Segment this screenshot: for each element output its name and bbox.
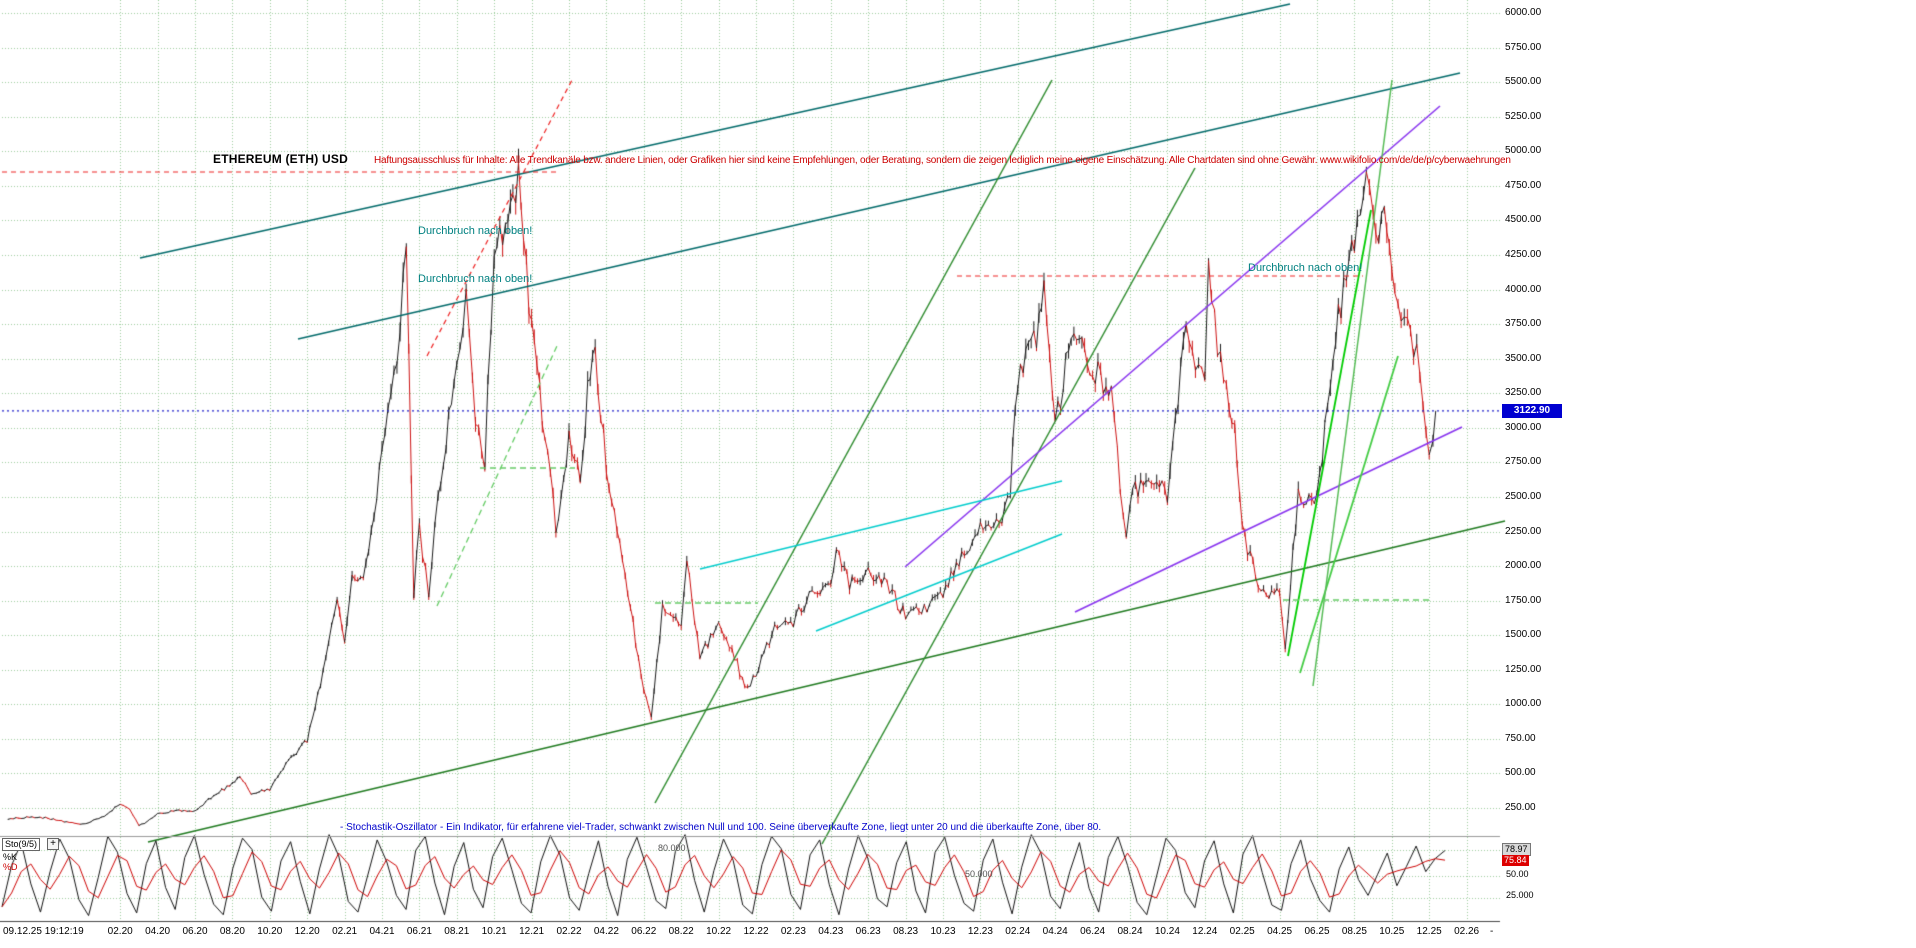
- x-axis-label: 10.22: [706, 926, 732, 937]
- x-axis-label: 08.23: [893, 926, 919, 937]
- y-axis-label: 3500.00: [1505, 352, 1542, 364]
- x-axis-label: 06.22: [631, 926, 657, 937]
- x-axis-label: 12.23: [967, 926, 993, 937]
- x-axis-label: 08.22: [668, 926, 694, 937]
- current-price-tag: 3122.90: [1502, 404, 1562, 418]
- disclaimer-text: Haftungsausschluss für Inhalte: Alle Tre…: [374, 155, 1511, 166]
- y-axis-label: 5500.00: [1505, 76, 1542, 88]
- x-axis-label: 06.25: [1304, 926, 1330, 937]
- y-axis-label: 2750.00: [1505, 456, 1542, 468]
- sto-d-value-tag: 75.84: [1502, 855, 1529, 866]
- sto-level-50-label: 50.000: [965, 869, 993, 879]
- y-axis-label: 2000.00: [1505, 560, 1542, 572]
- x-axis-label: 04.21: [369, 926, 395, 937]
- x-axis-label: 02.25: [1229, 926, 1255, 937]
- x-axis-label: 02.21: [332, 926, 358, 937]
- y-axis-label: 1250.00: [1505, 663, 1542, 675]
- x-axis-label: 12.24: [1192, 926, 1218, 937]
- x-axis-label: 08.21: [444, 926, 470, 937]
- x-axis-label: 10.21: [481, 926, 507, 937]
- chart-title: ETHEREUM (ETH) USD: [213, 152, 348, 166]
- sto-level-80-label: 80.000: [658, 843, 686, 853]
- y-axis-label: 3250.00: [1505, 387, 1542, 399]
- x-axis-label: 04.24: [1042, 926, 1068, 937]
- sto-indicator-label[interactable]: Sto(9/5): [2, 838, 41, 851]
- x-axis-label: 04.23: [818, 926, 844, 937]
- y-axis-label: 1500.00: [1505, 629, 1542, 641]
- y-axis-label: 750.00: [1505, 732, 1536, 744]
- y-axis-label: 2500.00: [1505, 490, 1542, 502]
- x-axis-label: 08.20: [219, 926, 245, 937]
- sto-k-value-tag: 78.97: [1502, 843, 1531, 856]
- y-axis-label: 3750.00: [1505, 318, 1542, 330]
- y-axis-label: 500.00: [1505, 767, 1536, 779]
- x-axis-label: 02.20: [107, 926, 133, 937]
- x-axis-label: 06.24: [1080, 926, 1106, 937]
- y-axis-label: 6000.00: [1505, 7, 1542, 19]
- x-axis-label: 10.24: [1154, 926, 1180, 937]
- x-axis-label: 06.20: [182, 926, 208, 937]
- sto-d-legend: %D: [3, 862, 18, 872]
- x-axis-label: 04.25: [1267, 926, 1293, 937]
- breakout-annotation: Durchbruch nach oben!: [418, 225, 533, 237]
- sto-k-legend: %K: [3, 852, 18, 862]
- y-axis-label: 4250.00: [1505, 248, 1542, 260]
- y-axis-label: 5250.00: [1505, 110, 1542, 122]
- sto-axis-50-label: 50.00: [1506, 869, 1529, 879]
- x-axis-label: 10.20: [257, 926, 283, 937]
- y-axis-label: 1000.00: [1505, 698, 1542, 710]
- x-axis-label: 02.26: [1454, 926, 1480, 937]
- y-axis-label: 4000.00: [1505, 283, 1542, 295]
- x-axis-timestamp: 09.12.25 19:12:19: [3, 926, 84, 937]
- x-axis-label: 06.23: [855, 926, 881, 937]
- x-axis-label: 10.25: [1379, 926, 1405, 937]
- y-axis-label: 4500.00: [1505, 214, 1542, 226]
- y-axis-label: 4750.00: [1505, 179, 1542, 191]
- y-axis-label: 5000.00: [1505, 145, 1542, 157]
- y-axis-label: 3000.00: [1505, 421, 1542, 433]
- breakout-annotation: Durchbruch nach oben!: [1248, 262, 1363, 274]
- x-axis-label: 12.25: [1416, 926, 1442, 937]
- stochastic-note: - Stochastik-Oszillator - Ein Indikator,…: [340, 822, 1102, 833]
- x-axis-label: 08.24: [1117, 926, 1143, 937]
- y-axis-label: 5750.00: [1505, 41, 1542, 53]
- x-axis-label: 08.25: [1341, 926, 1367, 937]
- x-axis-label: 02.23: [780, 926, 806, 937]
- x-axis-label: 12.21: [519, 926, 545, 937]
- y-axis-label: 2250.00: [1505, 525, 1542, 537]
- sto-axis-25-label: 25.000: [1506, 890, 1534, 900]
- x-axis-end-dash: -: [1490, 926, 1494, 937]
- y-axis-label: 1750.00: [1505, 594, 1542, 606]
- breakout-annotation: Durchbruch nach oben!: [418, 273, 533, 285]
- sto-add-button[interactable]: +: [47, 838, 59, 850]
- x-axis-label: 12.20: [294, 926, 320, 937]
- y-axis-label: 250.00: [1505, 802, 1536, 814]
- x-axis-label: 02.22: [556, 926, 582, 937]
- x-axis-label: 04.20: [145, 926, 171, 937]
- x-axis-label: 12.22: [743, 926, 769, 937]
- x-axis-label: 06.21: [406, 926, 432, 937]
- x-axis-label: 10.23: [930, 926, 956, 937]
- x-axis-label: 02.24: [1005, 926, 1031, 937]
- x-axis-label: 04.22: [593, 926, 619, 937]
